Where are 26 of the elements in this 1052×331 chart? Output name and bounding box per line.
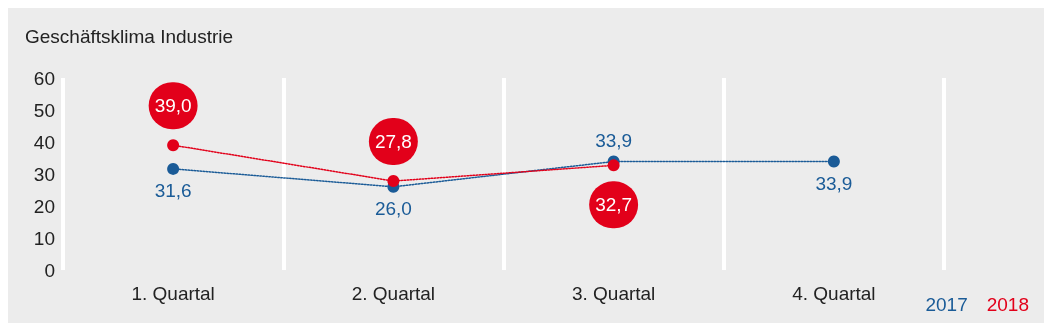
x-tick-label: 1. Quartal: [131, 283, 215, 304]
text: 2017: [925, 294, 968, 315]
x-tick-label: 4. Quartal: [792, 283, 876, 304]
point: [827, 155, 840, 168]
data-label: 32,7: [595, 194, 633, 216]
y-tick-label: 20: [33, 195, 55, 217]
y-tick-label: 60: [33, 67, 55, 89]
x-tick-label: 3. Quartal: [571, 283, 656, 304]
point: [167, 162, 180, 175]
data-label: 33,9: [815, 172, 853, 194]
chart-title: Geschäftsklima Industrie: [25, 26, 234, 47]
y-tick-label: 40: [33, 131, 55, 153]
data-label: 27,8: [374, 131, 412, 153]
data-label: 31,6: [154, 179, 192, 201]
text: 2018: [986, 294, 1030, 315]
point: [167, 139, 180, 152]
data-label: 26,0: [374, 197, 412, 219]
data-label: 33,9: [595, 129, 633, 151]
y-tick-label: 30: [33, 163, 55, 185]
y-tick-label: 10: [33, 227, 55, 249]
y-tick-label: 0: [44, 259, 55, 281]
point: [607, 159, 620, 172]
x-tick-label: 2. Quartal: [351, 283, 436, 304]
point: [387, 175, 400, 188]
y-tick-label: 50: [33, 99, 55, 121]
data-label: 39,0: [154, 95, 192, 117]
